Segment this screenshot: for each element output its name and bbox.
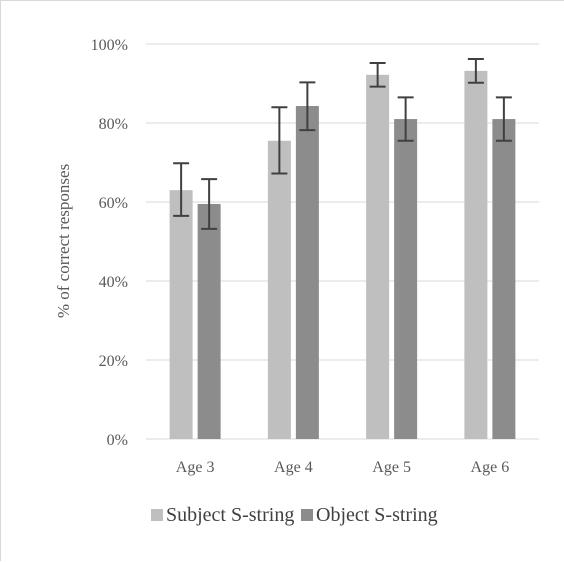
error-bars [173,58,512,230]
bar-object-s-string-age-3 [197,203,221,439]
error-bar [299,81,316,132]
legend-label: Subject S-string [166,504,294,526]
error-bar [271,106,288,175]
error-bar [495,96,512,142]
y-tick-label: 80% [99,116,128,133]
bar-subject-s-string-age-5 [366,74,390,439]
error-bar [173,162,190,217]
legend-swatch [151,509,163,521]
legend-label: Object S-string [316,504,438,526]
x-tick-label: Age 6 [471,459,510,476]
bar-subject-s-string-age-6 [464,70,488,440]
bars [169,70,516,440]
bar-subject-s-string-age-3 [169,190,193,439]
x-tick-label: Age 4 [274,459,313,476]
y-tick-label: 40% [99,274,128,291]
y-tick-label: 60% [99,195,128,212]
error-bar [467,58,484,84]
y-tick-label: 100% [91,37,128,54]
y-tick-labels: 0% 20% 40% 60% 80% 100% [91,37,128,449]
error-bar [201,178,218,230]
y-axis-title: % of correct responses [54,164,73,318]
bar-object-s-string-age-4 [295,106,319,439]
error-bar [369,61,386,88]
x-tick-labels: Age 3 Age 4 Age 5 Age 6 [176,459,509,476]
bar-subject-s-string-age-4 [267,140,291,439]
y-tick-label: 20% [99,353,128,370]
x-tick-label: Age 3 [176,459,215,476]
error-bar [397,96,414,142]
y-tick-label: 0% [107,432,128,449]
legend-swatch [301,509,313,521]
bar-object-s-string-age-6 [492,119,516,440]
bar-object-s-string-age-5 [394,119,418,440]
legend: Subject S-string Object S-string [151,504,438,526]
x-tick-label: Age 5 [372,459,411,476]
